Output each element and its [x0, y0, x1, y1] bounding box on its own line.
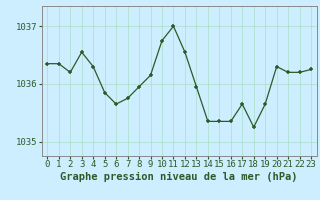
X-axis label: Graphe pression niveau de la mer (hPa): Graphe pression niveau de la mer (hPa) [60, 172, 298, 182]
